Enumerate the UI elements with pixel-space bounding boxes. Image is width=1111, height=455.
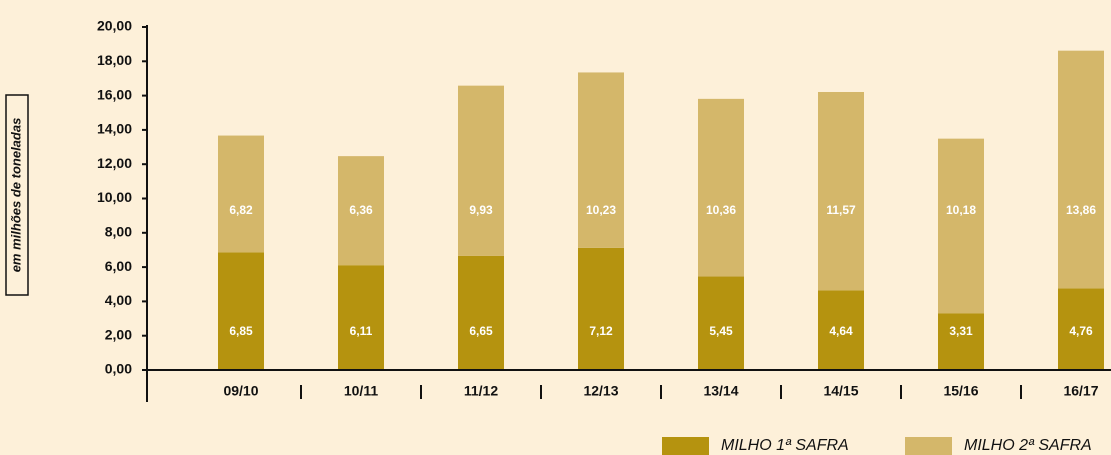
bar-segment — [458, 85, 504, 256]
bar-segment — [338, 265, 384, 370]
legend-swatch — [905, 437, 952, 455]
y-tick-label: 10,00 — [97, 189, 132, 205]
legend-swatch — [662, 437, 709, 455]
x-tick-label: 14/15 — [823, 383, 858, 399]
data-label: 4,76 — [1069, 324, 1093, 338]
legend-label: MILHO 1ª SAFRA — [721, 437, 849, 454]
data-label: 7,12 — [589, 324, 613, 338]
data-label: 5,45 — [709, 324, 733, 338]
y-tick-label: 0,00 — [105, 361, 132, 377]
y-tick-label: 2,00 — [105, 326, 132, 342]
y-tick-label: 8,00 — [105, 224, 132, 240]
x-tick-label: 13/14 — [703, 383, 738, 399]
bar-segment — [338, 156, 384, 266]
data-label: 11,57 — [826, 203, 856, 217]
bar-segment — [938, 313, 984, 370]
y-tick-label: 14,00 — [97, 121, 132, 137]
bar-segment — [938, 138, 984, 314]
data-label: 4,64 — [829, 324, 853, 338]
legend-label: MILHO 2ª SAFRA — [964, 437, 1092, 454]
x-tick-label: 16/17 — [1063, 383, 1098, 399]
bar-segment — [698, 276, 744, 370]
bar-segment — [1058, 288, 1104, 370]
data-label: 10,36 — [706, 203, 736, 217]
data-label: 6,82 — [229, 203, 253, 217]
data-label: 6,85 — [229, 324, 253, 338]
bar-segment — [218, 252, 264, 370]
bar-segment — [698, 98, 744, 277]
y-tick-label: 20,00 — [97, 18, 132, 34]
y-axis-label: em milhões de toneladas — [8, 118, 23, 273]
data-label: 6,65 — [469, 324, 493, 338]
data-label: 6,36 — [349, 203, 373, 217]
bar-segment — [458, 255, 504, 370]
data-label: 10,18 — [946, 203, 976, 217]
data-label: 13,86 — [1066, 203, 1096, 217]
y-tick-label: 6,00 — [105, 258, 132, 274]
y-tick-label: 12,00 — [97, 155, 132, 171]
data-label: 9,93 — [469, 203, 493, 217]
bar-segment — [818, 91, 864, 291]
x-tick-label: 15/16 — [943, 383, 978, 399]
y-tick-label: 4,00 — [105, 292, 132, 308]
x-tick-label: 10/11 — [344, 383, 378, 399]
bar-segment — [218, 135, 264, 253]
x-tick-label: 12/13 — [583, 383, 618, 399]
ylabel-box — [5, 94, 29, 296]
data-label: 6,11 — [350, 324, 373, 338]
bar-segment — [578, 247, 624, 370]
x-tick-label: 11/12 — [464, 383, 498, 399]
data-label: 3,31 — [949, 324, 973, 338]
data-label: 10,23 — [586, 203, 616, 217]
y-tick-label: 18,00 — [97, 52, 132, 68]
bar-segment — [578, 72, 624, 248]
bar-segment — [818, 290, 864, 370]
x-tick-label: 09/10 — [223, 383, 258, 399]
bar-segment — [1058, 50, 1104, 289]
y-tick-label: 16,00 — [97, 86, 132, 102]
